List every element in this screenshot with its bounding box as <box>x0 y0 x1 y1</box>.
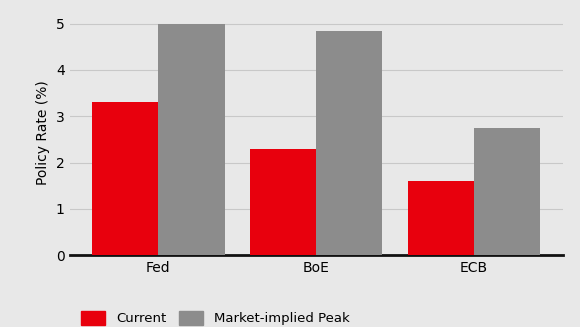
Bar <box>474 128 540 255</box>
Bar <box>250 149 316 255</box>
Y-axis label: Policy Rate (%): Policy Rate (%) <box>37 80 50 185</box>
Legend: Current, Market-implied Peak: Current, Market-implied Peak <box>76 306 354 327</box>
Bar <box>408 181 474 255</box>
Bar <box>158 24 224 255</box>
Bar <box>92 102 158 255</box>
Bar <box>316 31 382 255</box>
